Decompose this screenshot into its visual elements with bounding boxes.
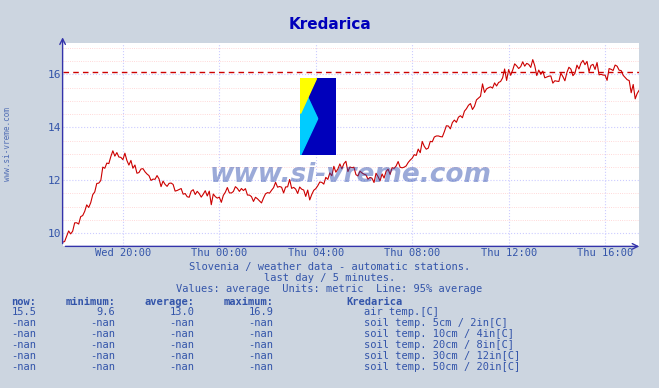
Text: average:: average: — [144, 297, 194, 307]
Polygon shape — [300, 78, 336, 155]
Text: maximum:: maximum: — [223, 297, 273, 307]
Text: www.si-vreme.com: www.si-vreme.com — [3, 107, 13, 180]
Text: -nan: -nan — [11, 362, 36, 372]
Text: last day / 5 minutes.: last day / 5 minutes. — [264, 273, 395, 283]
Polygon shape — [300, 78, 336, 155]
Text: now:: now: — [11, 297, 36, 307]
Text: soil temp. 5cm / 2in[C]: soil temp. 5cm / 2in[C] — [364, 318, 508, 328]
Text: 9.6: 9.6 — [97, 307, 115, 317]
Text: 16.9: 16.9 — [248, 307, 273, 317]
Text: -nan: -nan — [90, 329, 115, 339]
Text: Values: average  Units: metric  Line: 95% average: Values: average Units: metric Line: 95% … — [177, 284, 482, 294]
Text: -nan: -nan — [248, 318, 273, 328]
Text: -nan: -nan — [169, 351, 194, 361]
Text: soil temp. 30cm / 12in[C]: soil temp. 30cm / 12in[C] — [364, 351, 521, 361]
Text: -nan: -nan — [11, 318, 36, 328]
Text: -nan: -nan — [11, 340, 36, 350]
Polygon shape — [300, 78, 336, 155]
Polygon shape — [300, 78, 316, 113]
Text: -nan: -nan — [248, 351, 273, 361]
Text: -nan: -nan — [248, 329, 273, 339]
Text: -nan: -nan — [90, 318, 115, 328]
Text: -nan: -nan — [248, 340, 273, 350]
Text: Kredarica: Kredarica — [346, 297, 402, 307]
Text: 15.5: 15.5 — [11, 307, 36, 317]
Text: Kredarica: Kredarica — [288, 17, 371, 33]
Text: -nan: -nan — [248, 362, 273, 372]
Text: soil temp. 50cm / 20in[C]: soil temp. 50cm / 20in[C] — [364, 362, 521, 372]
Text: -nan: -nan — [169, 329, 194, 339]
Text: -nan: -nan — [169, 362, 194, 372]
Text: minimum:: minimum: — [65, 297, 115, 307]
Text: -nan: -nan — [90, 340, 115, 350]
Text: soil temp. 20cm / 8in[C]: soil temp. 20cm / 8in[C] — [364, 340, 515, 350]
Polygon shape — [300, 78, 336, 155]
Text: 13.0: 13.0 — [169, 307, 194, 317]
Text: -nan: -nan — [90, 362, 115, 372]
Text: air temp.[C]: air temp.[C] — [364, 307, 440, 317]
Text: soil temp. 10cm / 4in[C]: soil temp. 10cm / 4in[C] — [364, 329, 515, 339]
Text: Slovenia / weather data - automatic stations.: Slovenia / weather data - automatic stat… — [189, 262, 470, 272]
Text: -nan: -nan — [90, 351, 115, 361]
Text: -nan: -nan — [169, 340, 194, 350]
Polygon shape — [300, 78, 336, 155]
Text: -nan: -nan — [11, 329, 36, 339]
Text: -nan: -nan — [169, 318, 194, 328]
Text: www.si-vreme.com: www.si-vreme.com — [210, 162, 492, 188]
Text: -nan: -nan — [11, 351, 36, 361]
